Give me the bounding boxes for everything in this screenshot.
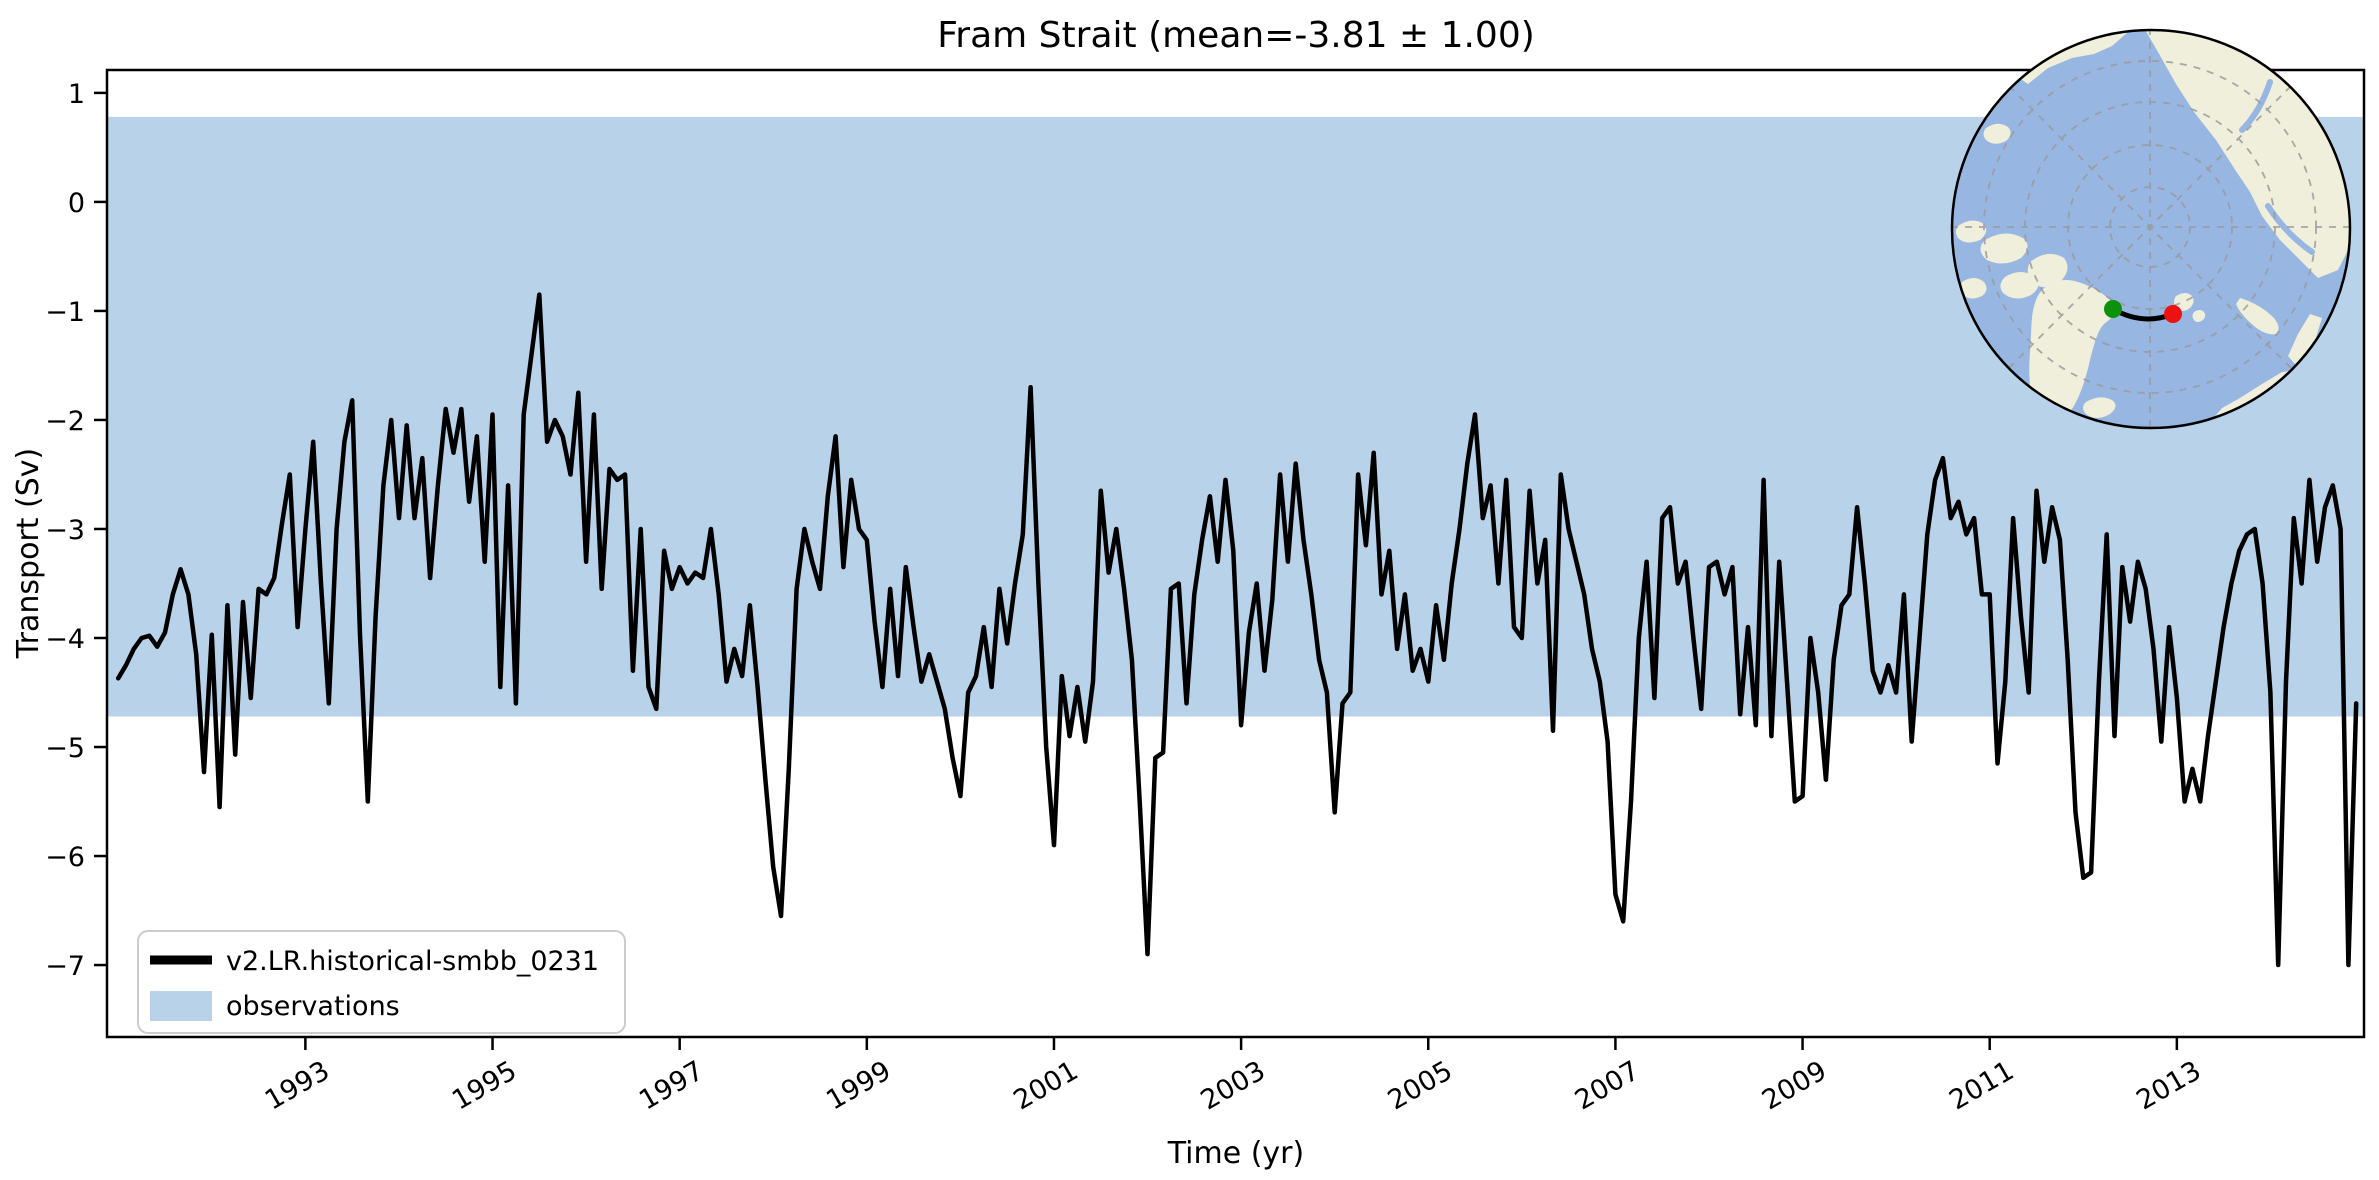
land-svalbard [2174, 293, 2194, 311]
land-arctic-island [1960, 278, 1987, 299]
axes-spines [105, 68, 2366, 1039]
legend-label-series: v2.LR.historical-smbb_0231 [226, 946, 599, 977]
land-greenland [2029, 280, 2116, 424]
y-tick-label: 0 [68, 188, 85, 219]
y-tick-label: −4 [45, 624, 85, 655]
land-arctic-island [2000, 272, 2039, 299]
y-axis-label: Transport (Sv) [11, 448, 46, 660]
transect-start-dot [2104, 300, 2122, 318]
y-tick-label: −1 [45, 297, 85, 328]
y-tick-label: −2 [45, 406, 85, 437]
transect-end-dot [2164, 305, 2182, 323]
y-tick-label: −7 [45, 951, 85, 982]
meridian-line [2008, 85, 2292, 369]
y-tick-label: −5 [45, 733, 85, 764]
legend-label-observations: observations [226, 991, 400, 1022]
land-banks-island [1956, 220, 1987, 243]
model-series-line [115, 292, 2359, 968]
river-channel [2265, 203, 2315, 255]
legend-box [137, 930, 626, 1034]
land-ellesmere-island [2027, 253, 2068, 288]
legend-patch-sample [150, 991, 212, 1021]
land-arctic-island [1980, 233, 2028, 264]
land-wrangel-island [1983, 123, 2011, 144]
x-axis-label: Time (yr) [1167, 1136, 1304, 1171]
inset-map [1950, 28, 2352, 430]
map-rivers [2239, 79, 2315, 255]
y-tick-label: −6 [45, 842, 85, 873]
land-norway-coast [2288, 314, 2322, 370]
land-svalbard-islet [2192, 310, 2206, 322]
y-tick-label: −3 [45, 515, 85, 546]
legend: v2.LR.historical-smbb_0231 observations [137, 930, 626, 1034]
y-tick-label: 1 [68, 79, 85, 110]
chart-title: Fram Strait (mean=-3.81 ± 1.00) [937, 15, 1535, 56]
map-graticule [1952, 30, 2350, 428]
river-channel [2239, 79, 2273, 133]
land-iceland [2083, 397, 2116, 418]
map-border [1950, 28, 2352, 430]
